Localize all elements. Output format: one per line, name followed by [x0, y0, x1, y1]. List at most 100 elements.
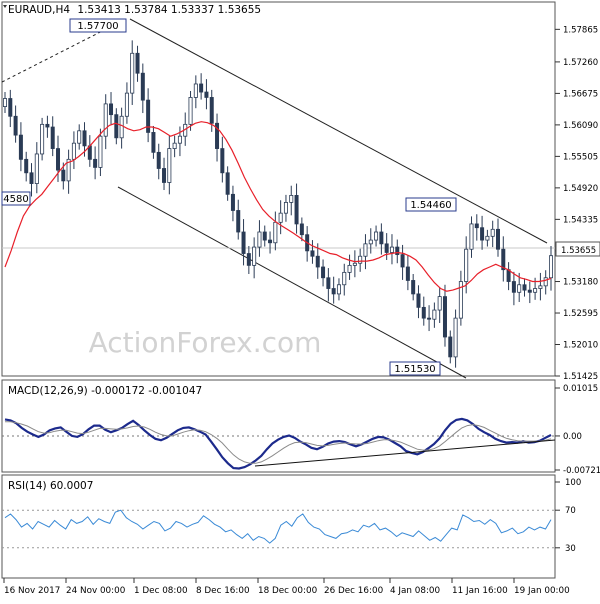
candle-bear	[527, 289, 532, 293]
price-label-box	[389, 361, 441, 376]
rsi-label: RSI(14) 60.0007	[8, 480, 93, 492]
price-tick-label: 1.52010	[563, 341, 598, 351]
macd-line	[4, 417, 552, 470]
candle-bear	[135, 52, 140, 74]
candle-bull	[273, 221, 278, 244]
candle-bear	[268, 239, 273, 244]
x-tick-label: 4 Jan 08:00	[390, 586, 441, 596]
watermark: ActionForex.com	[89, 326, 322, 359]
candle-bull	[336, 284, 341, 295]
price-tick-label: 1.54920	[563, 184, 598, 194]
candle-bear	[427, 317, 432, 320]
candle-bull	[368, 239, 373, 245]
price-tick-label: 1.51425	[563, 372, 598, 382]
macd-tick-label: 0.01015	[563, 384, 598, 394]
candle-bear	[321, 266, 326, 279]
candle-bull	[458, 281, 463, 319]
rsi-panel-frame	[1, 474, 556, 579]
macd-tick-label: 0.00	[563, 432, 582, 442]
candle-bear	[236, 210, 241, 233]
candle-bear	[241, 231, 246, 254]
x-tick-label: 8 Dec 16:00	[196, 586, 250, 596]
price-label-text: 1.54460	[410, 200, 451, 211]
candle-bull	[517, 284, 522, 293]
channel-lower-line	[117, 186, 467, 379]
candle-bull	[490, 228, 495, 237]
candle-bull	[130, 52, 135, 94]
price-label-box	[69, 18, 127, 33]
candle-bull	[252, 246, 257, 266]
candle-bull	[389, 246, 394, 253]
dropdown-arrow-icon	[3, 5, 7, 8]
candle-bear	[93, 158, 98, 168]
candle-bull	[432, 309, 437, 320]
candle-bear	[331, 288, 336, 295]
candle-bear	[29, 172, 34, 184]
price-labels: 1.57700 1.54460 1.51530 4580	[1, 18, 457, 376]
candle-bear	[162, 168, 167, 183]
candle-bear	[199, 83, 204, 93]
candle-bull	[34, 153, 39, 184]
x-axis: 16 Nov 2017 24 Nov 00:00 1 Dec 08:00 8 Dec …	[3, 578, 570, 596]
candle-bull	[177, 135, 182, 144]
candle-bull	[543, 277, 548, 287]
candle-bear	[225, 172, 230, 195]
current-price-box	[555, 241, 600, 257]
price-tick-label: 1.57260	[563, 58, 598, 68]
price-panel-frame	[1, 1, 556, 377]
price-tick-label: 1.55505	[563, 152, 598, 162]
rsi-panel: 100 70 30	[2, 478, 581, 554]
candle-bear	[215, 122, 220, 149]
candle-bear	[400, 254, 405, 268]
candle-bull	[549, 255, 554, 279]
x-tick-label: 16 Nov 2017	[4, 586, 60, 596]
candle-bull	[533, 288, 538, 293]
candle-bear	[8, 98, 13, 117]
rsi-tick-label: 100	[565, 478, 581, 488]
candle-bull	[167, 148, 172, 183]
candle-bear	[24, 158, 29, 174]
candle-bear	[140, 72, 145, 101]
current-price-label: 1.53655	[561, 246, 596, 256]
candle-bear	[109, 103, 114, 116]
candle-bear	[522, 284, 527, 291]
x-tick-label: 18 Dec 00:00	[258, 586, 318, 596]
candle-bear	[299, 223, 304, 236]
price-tick-label: 1.52595	[563, 309, 598, 319]
rsi-tick-label: 70	[565, 506, 576, 516]
price-tick-label: 1.56675	[563, 89, 598, 99]
candle-bear	[448, 336, 453, 358]
candle-bear	[384, 243, 389, 253]
candle-bear	[13, 115, 18, 136]
candle-bear	[146, 99, 151, 133]
candle-bull	[257, 231, 262, 248]
candle-bear	[442, 296, 447, 338]
candle-bull	[188, 97, 193, 125]
channel-upper-line	[129, 18, 548, 244]
candle-bear	[495, 228, 500, 250]
candle-bull	[374, 231, 379, 241]
macd-signal-line	[5, 421, 552, 464]
price-label-box	[405, 197, 457, 212]
header-symbol: EURAUD,H4 1.53413 1.53784 1.53337 1.5365…	[8, 4, 261, 16]
x-tick-label: 26 Dec 16:00	[324, 586, 384, 596]
chart-symbol: EURAUD,H4	[8, 4, 70, 16]
candle-bear	[262, 231, 267, 241]
candle-bear	[326, 277, 331, 289]
candle-bear	[395, 246, 400, 256]
candle-bear	[501, 248, 506, 271]
candle-bear	[405, 266, 410, 281]
watermark-group: ActionForex.com	[89, 326, 322, 359]
price-label-text: 4580	[3, 194, 28, 205]
chart-ohlc: 1.53413 1.53784 1.53337 1.53655	[77, 4, 261, 16]
rsi-tick-label: 30	[565, 544, 576, 554]
candle-bull	[124, 92, 129, 117]
candle-bull	[283, 202, 288, 214]
candle-bull	[538, 285, 543, 289]
macd-label: MACD(12,26,9) -0.000172 -0.001047	[8, 385, 202, 397]
candle-bear	[230, 193, 235, 211]
price-tick-label: 1.54335	[563, 215, 598, 225]
macd-panel: 0.01015 0.00 -0.0072129	[2, 384, 600, 476]
x-tick-label: 1 Dec 08:00	[134, 586, 188, 596]
candle-bull	[40, 123, 45, 155]
